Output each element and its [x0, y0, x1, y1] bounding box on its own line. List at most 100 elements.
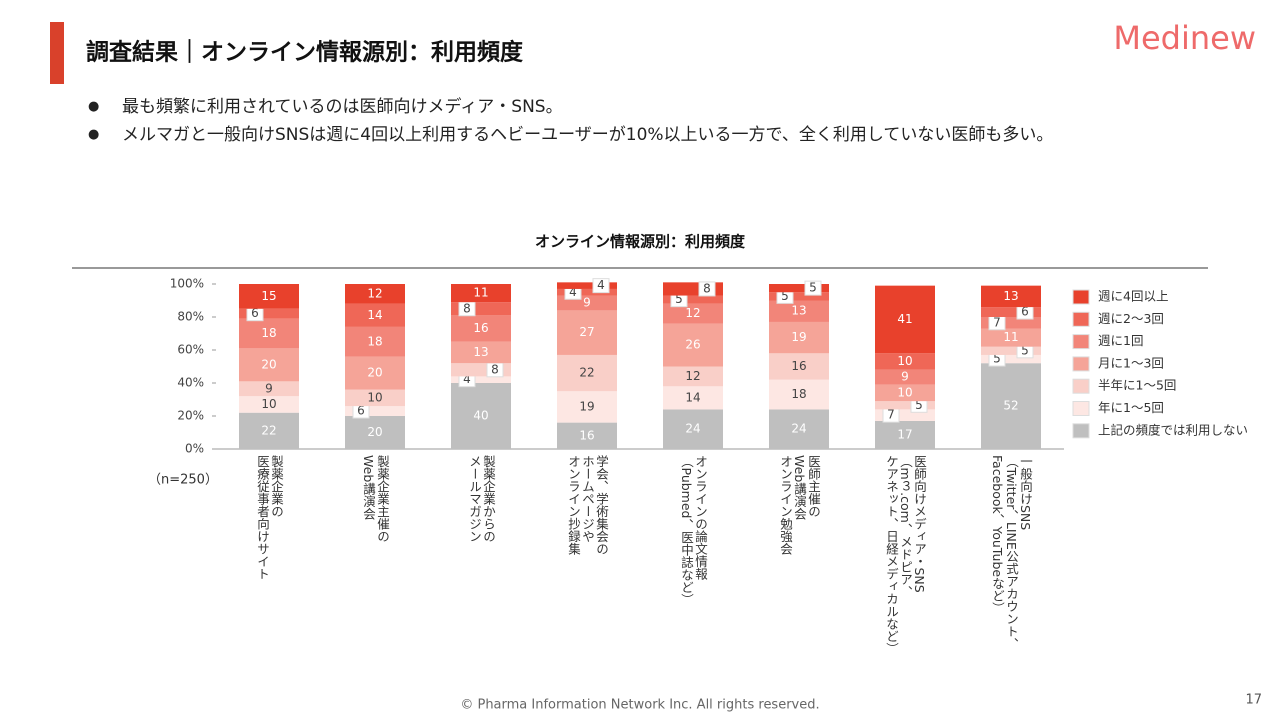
bar-segment	[875, 285, 935, 354]
bar-segment	[875, 401, 935, 410]
data-label: 6	[1021, 305, 1029, 319]
x-tick-label: 医師向けメディア・SNS （m３.com、メドピア、 ケアネット、日経メディカル…	[884, 455, 927, 655]
bar-segment	[451, 383, 511, 449]
footer: © Pharma Information Network Inc. All ri…	[460, 698, 819, 713]
data-label: 52	[1003, 399, 1018, 413]
data-label-box	[592, 278, 610, 294]
x-tick-label: 一般向けSNS （Twitter、LINE公式アカウント、 Facebook、Y…	[990, 455, 1033, 650]
bar-segment	[769, 292, 829, 301]
slide-title: 調査結果｜オンライン情報源別：利用頻度	[86, 39, 524, 66]
bar-segment	[875, 409, 935, 421]
y-tick-label: 100%	[170, 277, 204, 291]
data-label: 16	[579, 428, 594, 442]
data-label: 41	[897, 312, 912, 326]
data-label: 20	[367, 366, 382, 380]
bar-segment	[345, 284, 405, 304]
title-accent	[50, 22, 64, 84]
y-tick-label: 60%	[177, 343, 204, 357]
data-label: 4	[597, 278, 605, 292]
bar-segment	[451, 315, 511, 342]
bar-segment	[875, 369, 935, 385]
data-label: 9	[265, 381, 273, 395]
bar-segment	[239, 308, 299, 319]
bar-segment	[451, 376, 511, 383]
data-label: 13	[1003, 289, 1018, 303]
legend-label: 上記の頻度では利用しない	[1098, 422, 1248, 437]
data-label: 19	[579, 399, 594, 413]
data-label: 9	[583, 295, 591, 309]
data-label: 6	[357, 404, 365, 418]
bar-segment	[451, 341, 511, 364]
bar-segment	[239, 318, 299, 349]
bar-segment	[981, 317, 1041, 329]
bar-segment	[345, 303, 405, 327]
data-label: 16	[791, 359, 806, 373]
bar-segment	[981, 328, 1041, 347]
legend-swatch	[1072, 401, 1090, 416]
data-label: 10	[897, 354, 912, 368]
bar-segment	[663, 386, 723, 410]
data-label: 24	[791, 422, 806, 436]
data-label: 5	[993, 352, 1001, 366]
bar-segment	[981, 285, 1041, 308]
bar-segment	[239, 348, 299, 382]
data-label: 16	[473, 321, 488, 335]
bar-segment	[345, 416, 405, 449]
x-tick-label: 医師主催の Web講演会 オンライン勉強会	[778, 455, 821, 555]
bar-segment	[345, 406, 405, 416]
bar-segment	[345, 389, 405, 407]
bar-segment	[663, 323, 723, 367]
data-label: 10	[367, 390, 382, 404]
data-label: 8	[463, 301, 471, 315]
data-label: 7	[887, 408, 895, 422]
data-label: 20	[367, 425, 382, 439]
data-label: 18	[791, 387, 806, 401]
bar-segment	[981, 307, 1041, 317]
bar-segment	[663, 366, 723, 387]
bar-segment	[875, 420, 935, 449]
bar-segment	[557, 310, 617, 355]
data-label: 12	[685, 306, 700, 320]
x-tick-label: 製薬企業からの メールマガジン	[467, 455, 496, 543]
legend-label: 年に1〜5回	[1098, 400, 1164, 415]
page-number: 17	[1245, 693, 1262, 708]
data-label: 5	[675, 292, 683, 306]
bullet: メルマガと一般向けSNSは週に4回以上利用するヘビーユーザーが10%以上いる一方…	[88, 122, 1222, 148]
legend-swatch	[1072, 378, 1090, 394]
x-tick-label: 学会、学術集会の ホームページや オンライン抄録集	[566, 455, 609, 555]
bar-segment	[557, 282, 617, 289]
bar-segment	[557, 288, 617, 296]
data-label-box	[698, 281, 716, 297]
data-label: 24	[685, 422, 700, 436]
legend-swatch	[1072, 334, 1090, 350]
bar-segment	[981, 346, 1041, 355]
bar-segment	[557, 422, 617, 449]
data-label: 5	[915, 398, 923, 412]
legend-label: 週に4回以上	[1098, 289, 1168, 304]
data-label: 27	[579, 325, 594, 339]
bar-segment	[239, 284, 299, 309]
bar-segment	[239, 381, 299, 397]
bar-segment	[875, 353, 935, 370]
data-label: 14	[685, 390, 700, 404]
y-tick-label: 40%	[177, 376, 204, 390]
logo: Medinew	[1113, 19, 1256, 57]
bar-segment	[769, 321, 829, 354]
bar-segment	[875, 384, 935, 402]
data-label: 19	[791, 330, 806, 344]
bar-segment	[663, 295, 723, 304]
legend-swatch	[1072, 423, 1090, 439]
data-label: 14	[367, 308, 382, 322]
bar-segment	[345, 326, 405, 357]
data-label: 20	[261, 357, 276, 371]
data-label: 5	[781, 289, 789, 303]
data-label: 13	[791, 304, 806, 318]
bar-segment	[981, 363, 1041, 449]
sample-note: （n=250）	[148, 473, 218, 488]
data-label: 8	[491, 362, 499, 376]
x-tick-label: 製薬企業の 医療従事者向けサイト	[255, 455, 284, 580]
data-label: 4	[569, 285, 577, 299]
data-label: 9	[901, 370, 909, 384]
data-label: 7	[993, 315, 1001, 329]
data-label: 22	[579, 366, 594, 380]
